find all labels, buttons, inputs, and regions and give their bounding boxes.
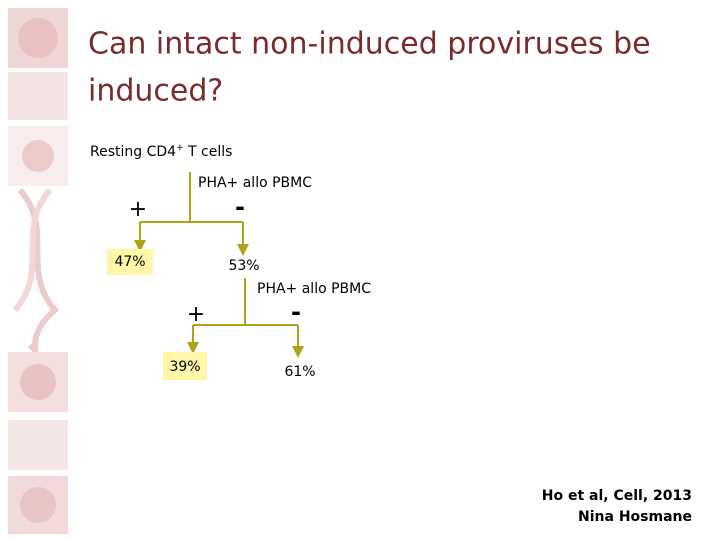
citation: Nina Hosmane	[578, 509, 692, 525]
percent: 39%	[169, 359, 200, 375]
decor-strip	[8, 8, 68, 534]
citation: Ho et al, Cell, 2013	[542, 488, 692, 504]
percent: 61%	[284, 364, 315, 380]
title-line: Can intact non-induced proviruses be	[88, 27, 651, 62]
start-text: Resting CD4	[90, 144, 176, 160]
step-2	[187, 278, 304, 358]
stimulus: PHA+ allo PBMC	[198, 175, 312, 191]
start-suffix: T cells	[184, 144, 233, 160]
minus: -	[235, 193, 245, 221]
start-sup: +	[176, 143, 184, 153]
percent: 53%	[228, 258, 259, 274]
plus: +	[187, 302, 205, 327]
stimulus: PHA+ allo PBMC	[257, 281, 371, 297]
highlight-box	[107, 249, 153, 275]
plus: +	[129, 197, 147, 222]
step-1	[134, 172, 249, 256]
minus: -	[291, 298, 301, 326]
title-line: induced?	[88, 74, 223, 109]
highlight-box	[163, 352, 207, 380]
start-label: Resting CD4+ T cells	[90, 143, 232, 161]
percent: 47%	[114, 254, 145, 270]
